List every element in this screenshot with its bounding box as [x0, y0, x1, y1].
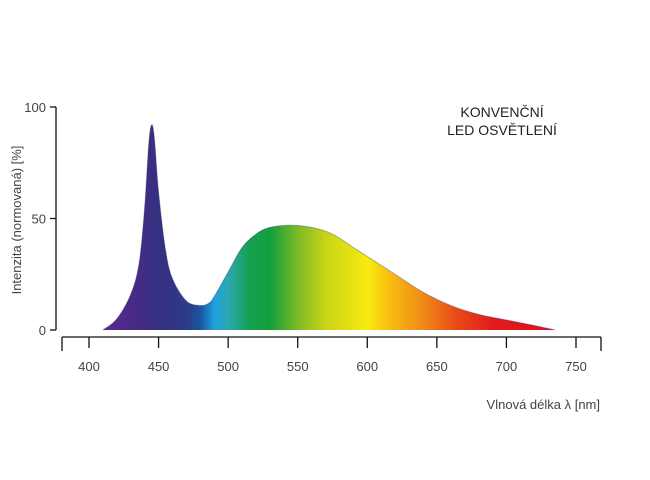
x-tick-label: 700 — [496, 359, 518, 374]
x-axis-label: Vlnová délka λ [nm] — [487, 397, 600, 412]
x-tick-label: 400 — [78, 359, 100, 374]
title-line-2: LED OSVĚTLENÍ — [447, 122, 557, 138]
y-axis-label: Intenzita (normovaná) [%] — [9, 146, 24, 295]
x-tick-label: 750 — [565, 359, 587, 374]
x-tick-label: 500 — [217, 359, 239, 374]
y-tick-label: 0 — [39, 323, 46, 338]
x-tick-label: 600 — [356, 359, 378, 374]
x-tick-label: 550 — [287, 359, 309, 374]
y-ticks: 0 50 100 — [24, 100, 56, 338]
y-tick-label: 100 — [24, 100, 46, 115]
x-tick-label: 650 — [426, 359, 448, 374]
y-tick-label: 50 — [32, 212, 46, 227]
x-tick-label: 450 — [148, 359, 170, 374]
spectrum-outline — [102, 124, 556, 331]
title-line-1: KONVENČNÍ — [460, 104, 543, 120]
chart-title: KONVENČNÍ LED OSVĚTLENÍ — [447, 104, 557, 138]
spectrum-area — [102, 124, 556, 330]
x-ticks: 400 450 500 550 600 650 700 750 — [78, 337, 587, 374]
